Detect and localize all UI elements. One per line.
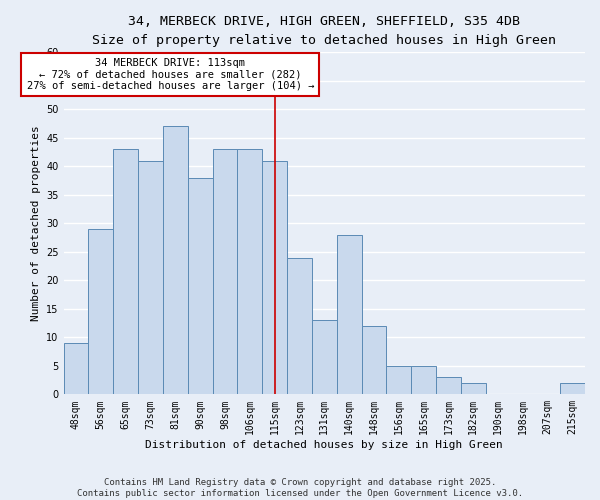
Text: 34 MERBECK DRIVE: 113sqm
← 72% of detached houses are smaller (282)
27% of semi-: 34 MERBECK DRIVE: 113sqm ← 72% of detach…: [26, 58, 314, 91]
Title: 34, MERBECK DRIVE, HIGH GREEN, SHEFFIELD, S35 4DB
Size of property relative to d: 34, MERBECK DRIVE, HIGH GREEN, SHEFFIELD…: [92, 15, 556, 47]
Bar: [312, 320, 337, 394]
Bar: [163, 126, 188, 394]
Bar: [560, 383, 585, 394]
Text: Contains HM Land Registry data © Crown copyright and database right 2025.
Contai: Contains HM Land Registry data © Crown c…: [77, 478, 523, 498]
Y-axis label: Number of detached properties: Number of detached properties: [31, 126, 41, 321]
Bar: [113, 149, 138, 394]
Bar: [212, 149, 238, 394]
X-axis label: Distribution of detached houses by size in High Green: Distribution of detached houses by size …: [145, 440, 503, 450]
Bar: [64, 343, 88, 394]
Bar: [238, 149, 262, 394]
Bar: [436, 377, 461, 394]
Bar: [138, 160, 163, 394]
Bar: [188, 178, 212, 394]
Bar: [262, 160, 287, 394]
Bar: [386, 366, 411, 394]
Bar: [461, 383, 485, 394]
Bar: [362, 326, 386, 394]
Bar: [337, 234, 362, 394]
Bar: [88, 229, 113, 394]
Bar: [287, 258, 312, 394]
Bar: [411, 366, 436, 394]
